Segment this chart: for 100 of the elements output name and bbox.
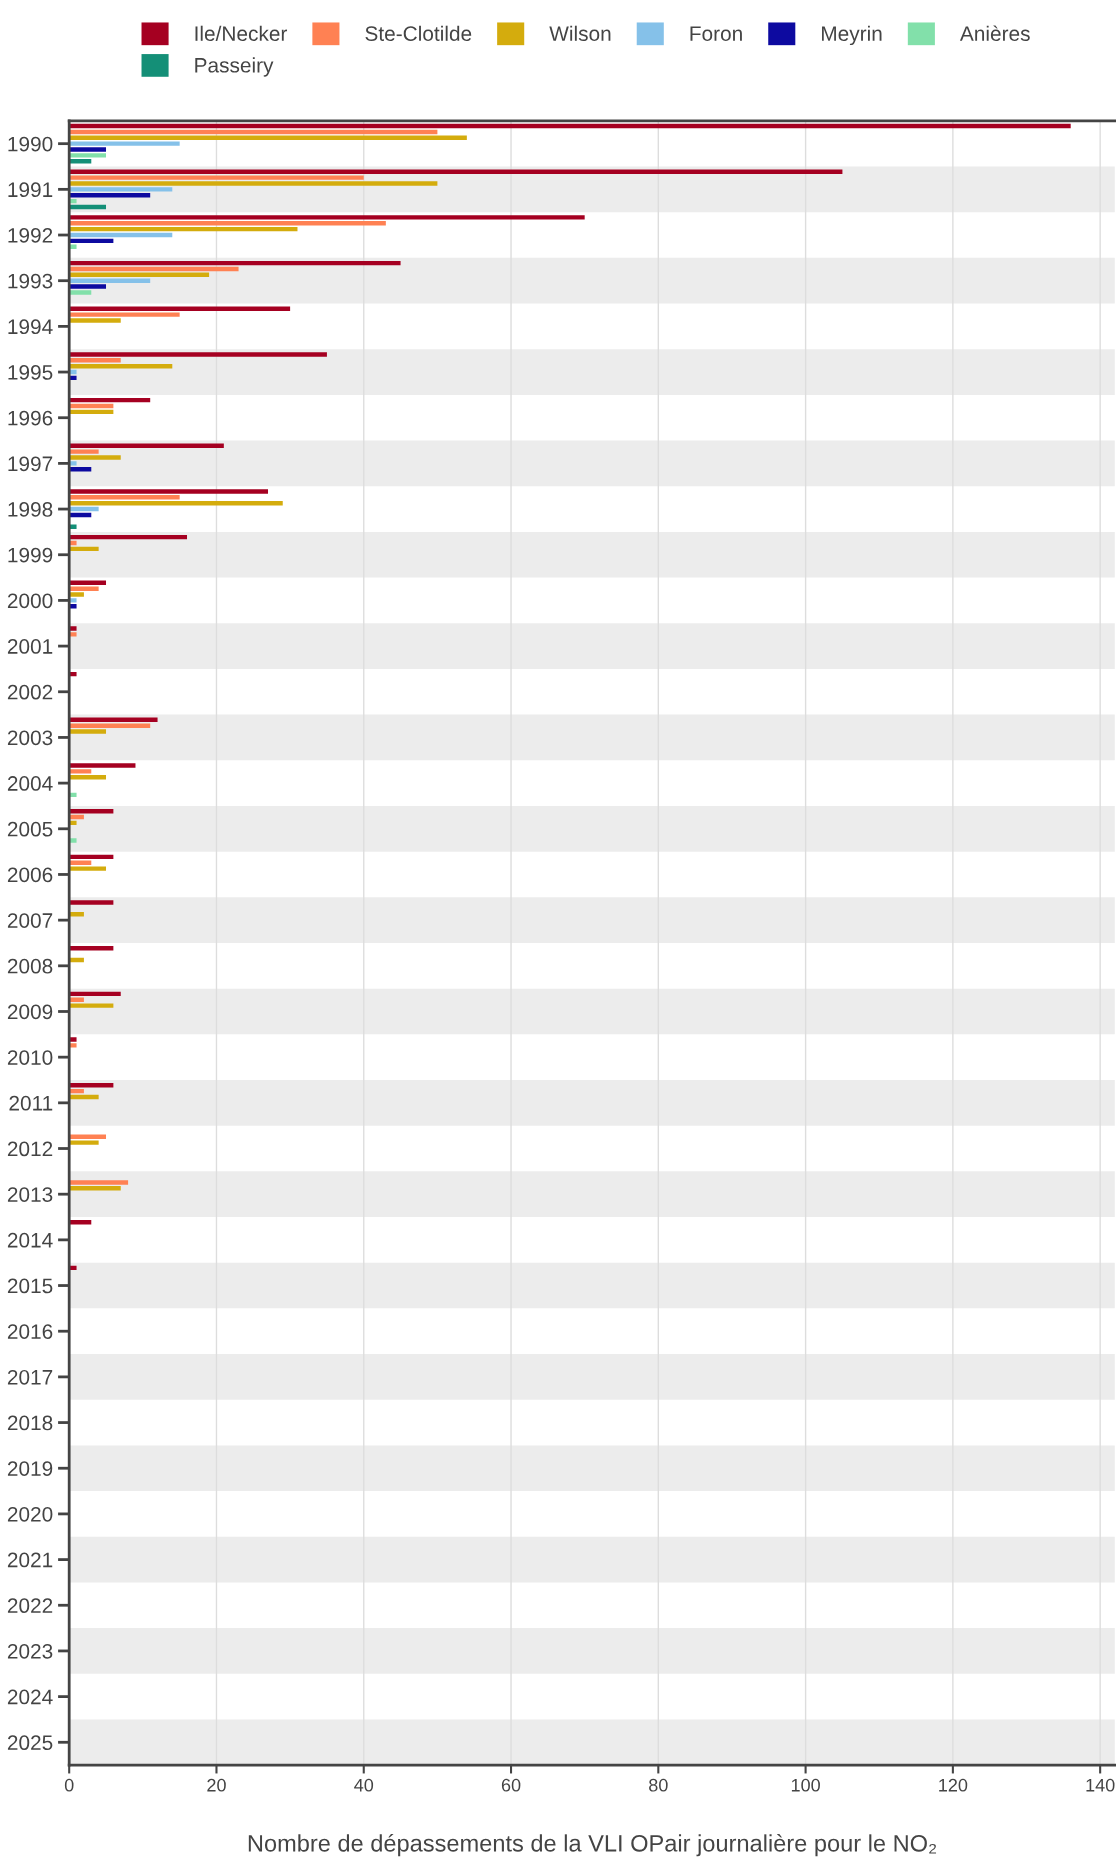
bar bbox=[69, 290, 92, 295]
y-tick-label: 2015 bbox=[7, 1278, 53, 1294]
bar bbox=[69, 260, 401, 266]
bar bbox=[69, 1003, 114, 1008]
bar bbox=[69, 1043, 77, 1048]
bar bbox=[69, 153, 107, 158]
y-tick-label: 2001 bbox=[7, 639, 53, 654]
y-tick-label: 1998 bbox=[8, 502, 53, 517]
y-tick-label: 2013 bbox=[7, 1187, 53, 1202]
legend-label: Meyrin bbox=[822, 25, 882, 46]
y-tick-label: 2024 bbox=[7, 1689, 53, 1705]
bar bbox=[69, 226, 298, 232]
bar bbox=[69, 181, 438, 186]
y-tick-label: 2016 bbox=[7, 1324, 53, 1339]
bar bbox=[69, 866, 107, 871]
bar bbox=[69, 763, 136, 768]
legend-label: Ste-Clotilde bbox=[365, 25, 472, 42]
legend-label: Anières bbox=[959, 25, 1030, 42]
y-tick-label: 2022 bbox=[7, 1598, 53, 1614]
bar bbox=[69, 147, 107, 152]
bar bbox=[69, 443, 224, 448]
bar bbox=[69, 461, 77, 466]
bar bbox=[69, 306, 291, 311]
x-tick-label: 140 bbox=[1086, 1778, 1115, 1792]
bar bbox=[69, 141, 180, 146]
y-tick-label: 2004 bbox=[7, 776, 53, 791]
y-tick-label: 2023 bbox=[7, 1643, 53, 1659]
y-tick-label: 2006 bbox=[7, 867, 53, 883]
bar bbox=[69, 632, 77, 637]
x-tick-label: 0 bbox=[64, 1778, 74, 1792]
y-tick-label: 2011 bbox=[9, 1095, 53, 1111]
y-tick-label: 1993 bbox=[8, 273, 53, 289]
bar bbox=[69, 455, 121, 460]
x-tick-label: 80 bbox=[649, 1778, 668, 1792]
y-tick-label: 1994 bbox=[8, 319, 53, 335]
bar bbox=[69, 838, 77, 843]
bar bbox=[69, 1037, 77, 1042]
y-tick-label: 2010 bbox=[7, 1050, 53, 1065]
y-tick-label: 2007 bbox=[7, 913, 53, 928]
y-tick-label: 2000 bbox=[7, 593, 53, 609]
x-tick-label: 20 bbox=[207, 1778, 226, 1792]
y-tick-label: 2025 bbox=[7, 1735, 53, 1751]
y-tick-label: 1991 bbox=[8, 182, 53, 198]
bar bbox=[69, 449, 99, 454]
y-tick-label: 2003 bbox=[7, 730, 53, 746]
y-tick-label: 1997 bbox=[8, 456, 53, 472]
bar bbox=[69, 129, 438, 135]
legend-label: Foron bbox=[690, 26, 742, 42]
y-tick-label: 2009 bbox=[7, 1004, 53, 1020]
bar bbox=[69, 900, 114, 905]
bar bbox=[69, 489, 269, 494]
bar bbox=[69, 500, 283, 506]
bar bbox=[69, 272, 210, 278]
bar bbox=[69, 221, 386, 226]
bar bbox=[69, 187, 173, 192]
bar bbox=[69, 769, 92, 774]
y-tick-label: 2012 bbox=[7, 1141, 53, 1157]
y-tick-label: 2014 bbox=[7, 1232, 53, 1248]
y-tick-label: 2018 bbox=[7, 1415, 53, 1431]
bar bbox=[69, 352, 327, 357]
bar bbox=[69, 723, 151, 728]
x-axis-title: Nombre de dépassements de la VLI OPair journalière pour le NO₂ bbox=[248, 1834, 937, 1857]
bar bbox=[69, 358, 121, 363]
x-tick-label: 60 bbox=[501, 1778, 521, 1792]
x-tick-label: 40 bbox=[354, 1778, 374, 1792]
y-tick-label: 1996 bbox=[8, 410, 53, 426]
bar bbox=[69, 266, 239, 272]
y-tick-label: 2017 bbox=[7, 1369, 53, 1385]
bar bbox=[69, 169, 843, 174]
x-tick-label: 120 bbox=[939, 1778, 968, 1792]
bar bbox=[69, 626, 77, 631]
bar bbox=[69, 586, 99, 591]
bar bbox=[69, 1140, 99, 1145]
y-tick-label: 2005 bbox=[7, 821, 53, 837]
bar bbox=[69, 312, 180, 317]
bar bbox=[69, 215, 585, 220]
y-tick-label: 1992 bbox=[8, 228, 53, 243]
bar bbox=[69, 278, 151, 283]
bar bbox=[69, 318, 121, 323]
x-tick-label: 100 bbox=[791, 1778, 820, 1792]
y-tick-label: 2019 bbox=[7, 1461, 53, 1476]
y-tick-label: 2021 bbox=[7, 1552, 53, 1568]
bar bbox=[69, 729, 107, 734]
bar bbox=[69, 284, 107, 289]
legend-label: Wilson bbox=[549, 25, 611, 42]
bar bbox=[69, 495, 180, 500]
y-tick-label: 1990 bbox=[8, 136, 53, 152]
y-tick-label: 1995 bbox=[8, 365, 53, 380]
bar bbox=[69, 135, 467, 140]
legend-label: Passeiry bbox=[195, 57, 274, 77]
y-tick-label: 1999 bbox=[8, 547, 53, 563]
y-tick-label: 2002 bbox=[7, 684, 53, 700]
bar bbox=[69, 1180, 129, 1185]
bar bbox=[69, 592, 84, 597]
y-tick-label: 2020 bbox=[7, 1506, 53, 1522]
bar bbox=[69, 1186, 121, 1191]
legend-label: Ile/Necker bbox=[195, 25, 288, 42]
bar bbox=[69, 524, 77, 529]
bar bbox=[69, 123, 1071, 129]
bar bbox=[69, 598, 77, 603]
